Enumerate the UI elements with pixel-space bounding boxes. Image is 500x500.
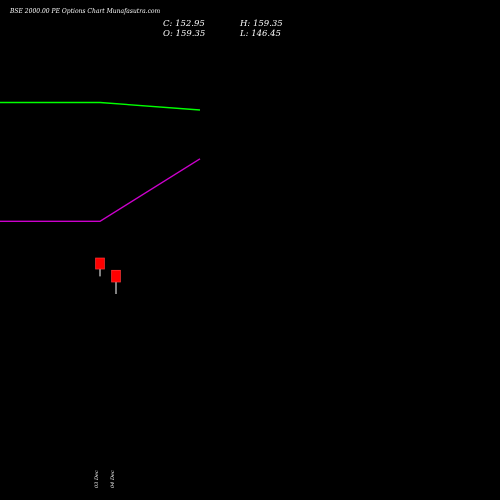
- close-value: C: 152.95: [163, 19, 205, 29]
- series-layer: [0, 101, 201, 223]
- open-value: O: 159.35: [163, 29, 205, 39]
- high-value: H: 159.35: [239, 19, 283, 29]
- candle-body: [111, 269, 121, 283]
- x-axis: 03 Dec 04 Dec: [94, 470, 116, 488]
- series-line-magenta: [0, 158, 201, 223]
- x-tick-label: 04 Dec: [110, 470, 116, 488]
- x-tick-label: 03 Dec: [94, 470, 100, 488]
- candle-layer: [95, 257, 121, 294]
- chart-title: BSE 2000.00 PE Options Chart Munafasutra…: [9, 8, 161, 15]
- low-value: L: 146.45: [239, 29, 281, 39]
- candle-body: [95, 257, 105, 270]
- candle-04-dec: [111, 269, 121, 294]
- series-line-green: [0, 101, 201, 111]
- candle-03-dec: [95, 257, 105, 277]
